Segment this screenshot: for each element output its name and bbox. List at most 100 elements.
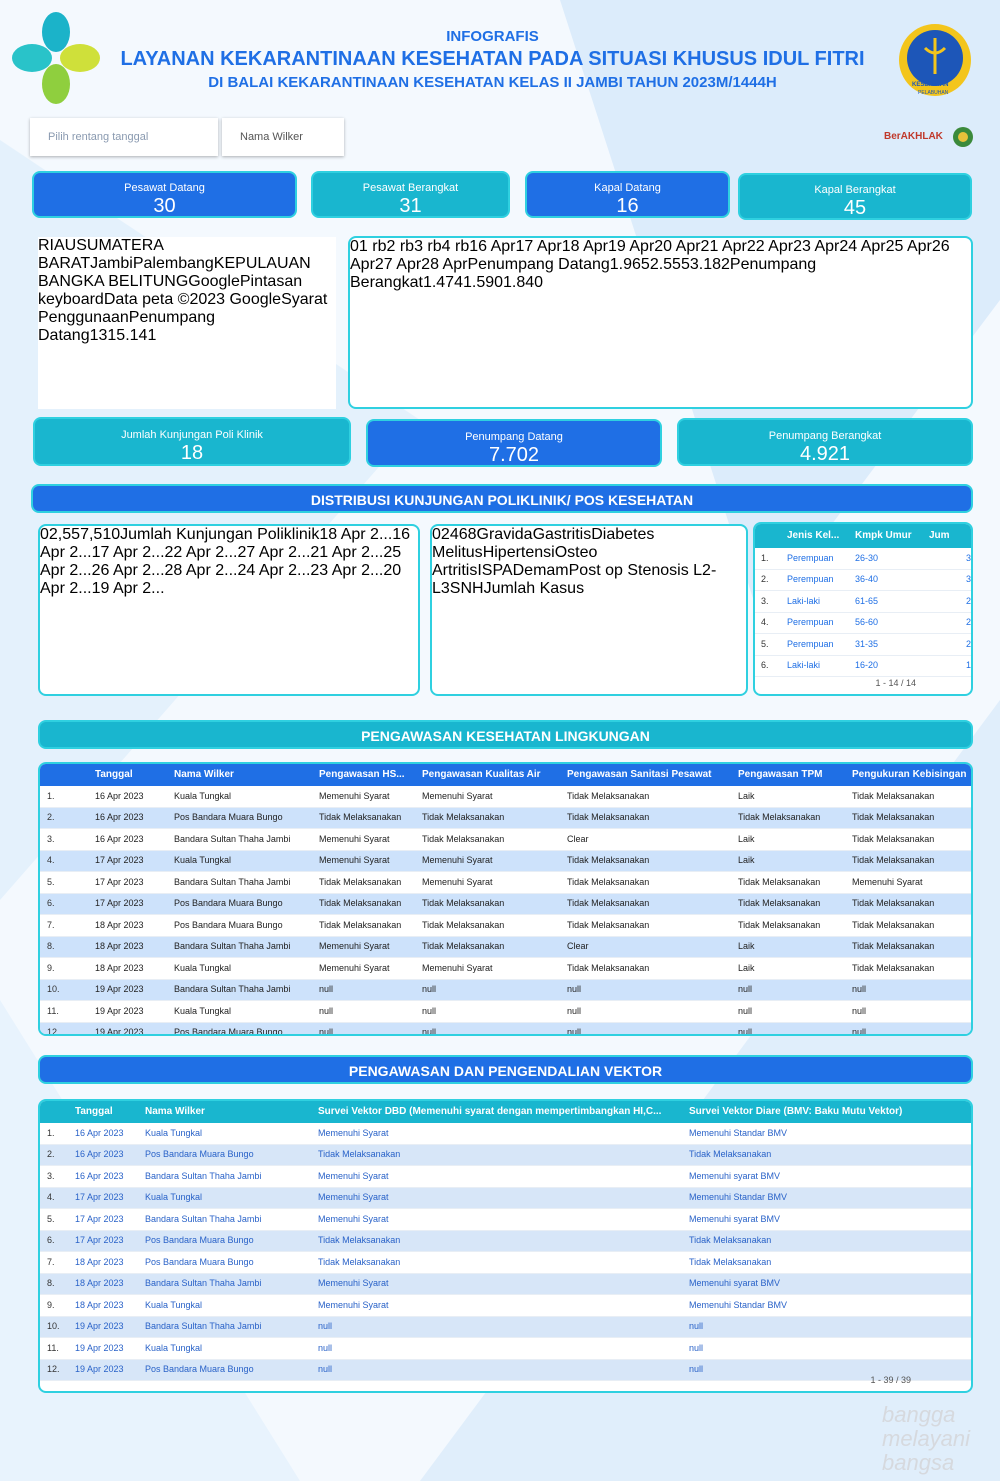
map-place: Jambi: [90, 255, 133, 272]
map-place: RIAU: [38, 237, 77, 254]
column-header[interactable]: Pengawasan Sanitasi Pesawat: [567, 769, 712, 780]
table-cell: Memenuhi Syarat: [422, 855, 493, 866]
x-tick-label: 25 Apr 2...: [40, 544, 402, 579]
x-tick-label: 18 Apr 2...: [319, 526, 393, 543]
table-cell: Memenuhi Syarat: [319, 962, 390, 973]
map-legend-min: 131: [89, 327, 117, 344]
table-cell: 16 Apr 2023: [95, 833, 144, 844]
table-cell: null: [318, 1342, 333, 1353]
table-row: 7. 18 Apr 2023 Pos Bandara Muara Bungo Tida…: [40, 915, 971, 937]
table-row: 8. 18 Apr 2023 Bandara Sultan Thaha Jambi M…: [40, 1273, 971, 1295]
section-title: PENGAWASAN DAN PENGENDALIAN VEKTOR: [348, 1063, 663, 1079]
table-cell: Tidak Melaksanakan: [422, 919, 505, 930]
column-header[interactable]: Pengukuran Kebisingan: [852, 769, 967, 780]
y-tick-label: 5: [71, 526, 81, 543]
table-cell: 5.: [47, 876, 55, 887]
table-cell: 8.: [47, 1278, 55, 1289]
filter-dropdown[interactable]: Pilih rentang tanggal: [30, 118, 218, 156]
data-label: 1.965: [609, 256, 650, 273]
table-cell: Tidak Melaksanakan: [318, 1256, 401, 1267]
y-tick-label: Gravida: [476, 526, 533, 543]
table-row: 11. 19 Apr 2023 Kuala Tungkal null null null n…: [40, 1001, 971, 1023]
kpi-card: Pesawat Datang 30: [32, 171, 297, 218]
table-cell: Memenuhi Syarat: [318, 1192, 389, 1203]
kpi-card: Jumlah Kunjungan Poli Klinik 18: [33, 417, 351, 466]
y-tick-label: 2,5: [48, 526, 72, 543]
table-cell: Laik: [738, 855, 755, 866]
column-header[interactable]: Nama Wilker: [174, 769, 234, 780]
table-cell: Tidak Melaksanakan: [852, 898, 935, 909]
y-tick-label: Osteo Artritis: [432, 544, 598, 579]
table-cell: 2: [965, 638, 971, 649]
table-row: 8. 18 Apr 2023 Bandara Sultan Thaha Jambi M…: [40, 936, 971, 958]
data-label: 3.182: [689, 256, 730, 273]
table-cell: 17 Apr 2023: [75, 1213, 124, 1224]
x-tick-label: 6: [458, 526, 468, 543]
table-row: 1. Perempuan 26-30 3: [755, 548, 971, 570]
section-title: DISTRIBUSI KUNJUNGAN POLIKLINIK/ POS KES…: [310, 492, 694, 508]
data-label: 2.555: [649, 256, 690, 273]
column-header[interactable]: Pengawasan TPM: [738, 769, 823, 780]
table-cell: Memenuhi Syarat: [422, 962, 493, 973]
column-header[interactable]: Tanggal: [75, 1106, 113, 1117]
column-header[interactable]: Pengawasan Kualitas Air: [422, 769, 541, 780]
kpi-card: Penumpang Berangkat 4.921: [677, 418, 973, 466]
table-cell: Memenuhi Syarat: [852, 876, 923, 887]
table-cell: Bandara Sultan Thaha Jambi: [174, 941, 291, 952]
y-tick-label: Gastritis: [532, 526, 592, 543]
table-cell: Tidak Melaksanakan: [318, 1149, 401, 1160]
table-cell: Kuala Tungkal: [145, 1127, 203, 1138]
kpi-label: Pesawat Berangkat: [362, 182, 459, 194]
kpi-label: Kapal Datang: [594, 182, 661, 194]
filter-label: Nama Wilker: [240, 131, 303, 143]
table-cell: Laik: [738, 790, 755, 801]
column-header[interactable]: Jenis Kel...: [787, 530, 840, 541]
y-tick-label: 0: [40, 526, 49, 543]
column-header[interactable]: Pengawasan HS...: [319, 769, 405, 780]
table-row: 12. 19 Apr 2023 Pos Bandara Muara Bungo nul…: [40, 1359, 971, 1381]
table-row: 5. 17 Apr 2023 Bandara Sultan Thaha Jambi M…: [40, 1209, 971, 1231]
table-cell: Tidak Melaksanakan: [689, 1235, 772, 1246]
table-cell: Tidak Melaksanakan: [738, 898, 821, 909]
column-header[interactable]: Tanggal: [95, 769, 133, 780]
kpi-label: Penumpang Berangkat: [768, 430, 882, 442]
map-legend-max: 5.141: [116, 327, 157, 344]
table-row: 12. 19 Apr 2023 Pos Bandara Muara Bungo nul…: [40, 1022, 971, 1034]
column-header[interactable]: Survei Vektor DBD (Memenuhi syarat denga…: [318, 1106, 662, 1117]
table-cell: Laik: [738, 962, 755, 973]
table-cell: 4.: [47, 1192, 55, 1203]
kpi-label: Penumpang Datang: [465, 431, 563, 443]
title: LAYANAN KEKARANTINAAN KESEHATAN PADA SIT…: [120, 48, 865, 70]
column-header[interactable]: Kmpk Umur: [855, 530, 912, 541]
table-cell: null: [852, 1005, 867, 1016]
table-cell: Kuala Tungkal: [174, 962, 232, 973]
table-row: 5. Perempuan 31-35 2: [755, 634, 971, 656]
kpi-value: 31: [399, 195, 422, 217]
table-cell: 56-60: [855, 617, 879, 628]
table-cell: Memenuhi syarat BMV: [689, 1278, 781, 1289]
table-cell: Tidak Melaksanakan: [689, 1149, 772, 1160]
column-header[interactable]: Nama Wilker: [145, 1106, 205, 1117]
table-cell: 17 Apr 2023: [95, 855, 144, 866]
kpi-card: Kapal Datang 16: [525, 171, 730, 218]
table-cell: Kuala Tungkal: [145, 1192, 203, 1203]
filter-dropdown[interactable]: Nama Wilker: [222, 118, 344, 156]
table-cell: Pos Bandara Muara Bungo: [145, 1149, 254, 1160]
table-cell: 17 Apr 2023: [75, 1235, 124, 1246]
table-cell: Bandara Sultan Thaha Jambi: [145, 1278, 262, 1289]
x-tick-label: 0: [432, 526, 441, 543]
column-header[interactable]: Jumla...: [929, 530, 949, 541]
x-tick-label: 28 Apr 2...: [164, 562, 238, 579]
x-tick-label: 24 Apr: [839, 238, 886, 255]
table-cell: Memenuhi Syarat: [318, 1299, 389, 1310]
table-cell: Tidak Melaksanakan: [738, 919, 821, 930]
table-row: 7. 18 Apr 2023 Pos Bandara Muara Bungo Tida…: [40, 1252, 971, 1274]
table-cell: Memenuhi Standar BMV: [689, 1299, 788, 1310]
table-cell: null: [567, 984, 582, 995]
column-header[interactable]: Survei Vektor Diare (BMV: Baku Mutu Vekt…: [689, 1106, 903, 1117]
table-cell: Perempuan: [787, 617, 834, 628]
x-tick-label: 16 Apr: [469, 238, 516, 255]
badge: BerAKHLAK: [884, 131, 943, 142]
table-cell: Bandara Sultan Thaha Jambi: [174, 876, 291, 887]
